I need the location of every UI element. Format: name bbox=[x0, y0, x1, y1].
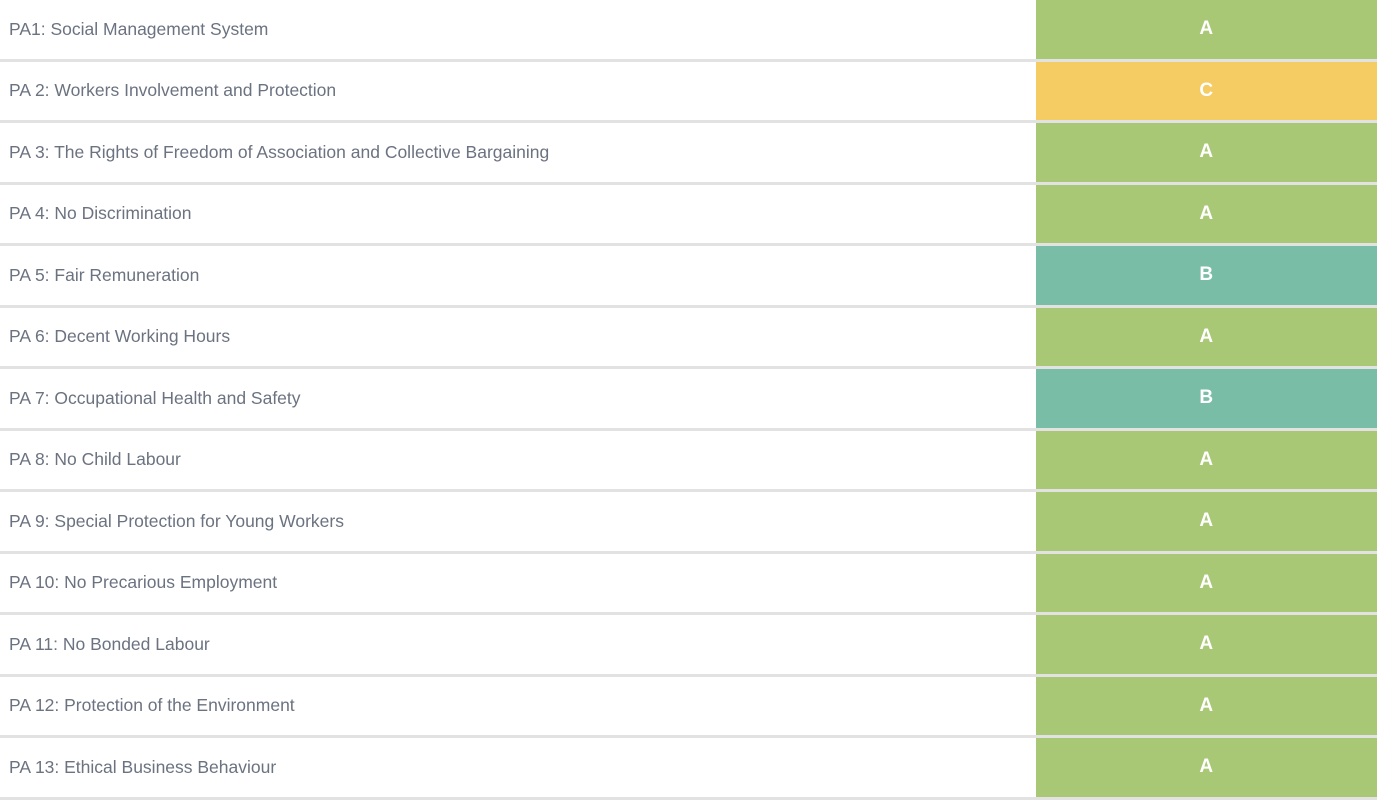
rating-badge: A bbox=[1036, 492, 1377, 551]
rating-badge: A bbox=[1036, 307, 1377, 366]
pa-label: PA 11: No Bonded Labour bbox=[0, 615, 1036, 674]
rating-badge: A bbox=[1036, 430, 1377, 489]
rating-badge: A bbox=[1036, 553, 1377, 612]
table-row: PA 2: Workers Involvement and Protection… bbox=[0, 61, 1377, 123]
table-row: PA 10: No Precarious Employment A bbox=[0, 553, 1377, 615]
rating-badge: A bbox=[1036, 0, 1377, 59]
pa-label: PA 7: Occupational Health and Safety bbox=[0, 369, 1036, 428]
table-row: PA 4: No Discrimination A bbox=[0, 184, 1377, 246]
pa-label: PA 12: Protection of the Environment bbox=[0, 676, 1036, 735]
table-row: PA 12: Protection of the Environment A bbox=[0, 676, 1377, 738]
pa-label: PA 9: Special Protection for Young Worke… bbox=[0, 492, 1036, 551]
pa-label: PA1: Social Management System bbox=[0, 0, 1036, 59]
table-row: PA 5: Fair Remuneration B bbox=[0, 246, 1377, 308]
pa-label: PA 2: Workers Involvement and Protection bbox=[0, 61, 1036, 120]
table-row: PA 7: Occupational Health and Safety B bbox=[0, 369, 1377, 431]
pa-label: PA 6: Decent Working Hours bbox=[0, 307, 1036, 366]
rating-badge: A bbox=[1036, 123, 1377, 182]
table-row: PA 11: No Bonded Labour A bbox=[0, 615, 1377, 677]
table-row: PA1: Social Management System A bbox=[0, 0, 1377, 62]
rating-badge: B bbox=[1036, 246, 1377, 305]
rating-badge: A bbox=[1036, 615, 1377, 674]
pa-label: PA 10: No Precarious Employment bbox=[0, 553, 1036, 612]
rating-badge: C bbox=[1036, 61, 1377, 120]
pa-label: PA 5: Fair Remuneration bbox=[0, 246, 1036, 305]
table-row: PA 9: Special Protection for Young Worke… bbox=[0, 492, 1377, 554]
rating-badge: A bbox=[1036, 738, 1377, 797]
table-row: PA 6: Decent Working Hours A bbox=[0, 307, 1377, 369]
pa-ratings-table: PA1: Social Management System A PA 2: Wo… bbox=[0, 0, 1377, 800]
pa-label: PA 8: No Child Labour bbox=[0, 430, 1036, 489]
table-row: PA 8: No Child Labour A bbox=[0, 430, 1377, 492]
table-row: PA 13: Ethical Business Behaviour A bbox=[0, 738, 1377, 800]
rating-badge: B bbox=[1036, 369, 1377, 428]
table-row: PA 3: The Rights of Freedom of Associati… bbox=[0, 123, 1377, 185]
pa-label: PA 3: The Rights of Freedom of Associati… bbox=[0, 123, 1036, 182]
pa-label: PA 13: Ethical Business Behaviour bbox=[0, 738, 1036, 797]
pa-label: PA 4: No Discrimination bbox=[0, 184, 1036, 243]
rating-badge: A bbox=[1036, 676, 1377, 735]
rating-badge: A bbox=[1036, 184, 1377, 243]
